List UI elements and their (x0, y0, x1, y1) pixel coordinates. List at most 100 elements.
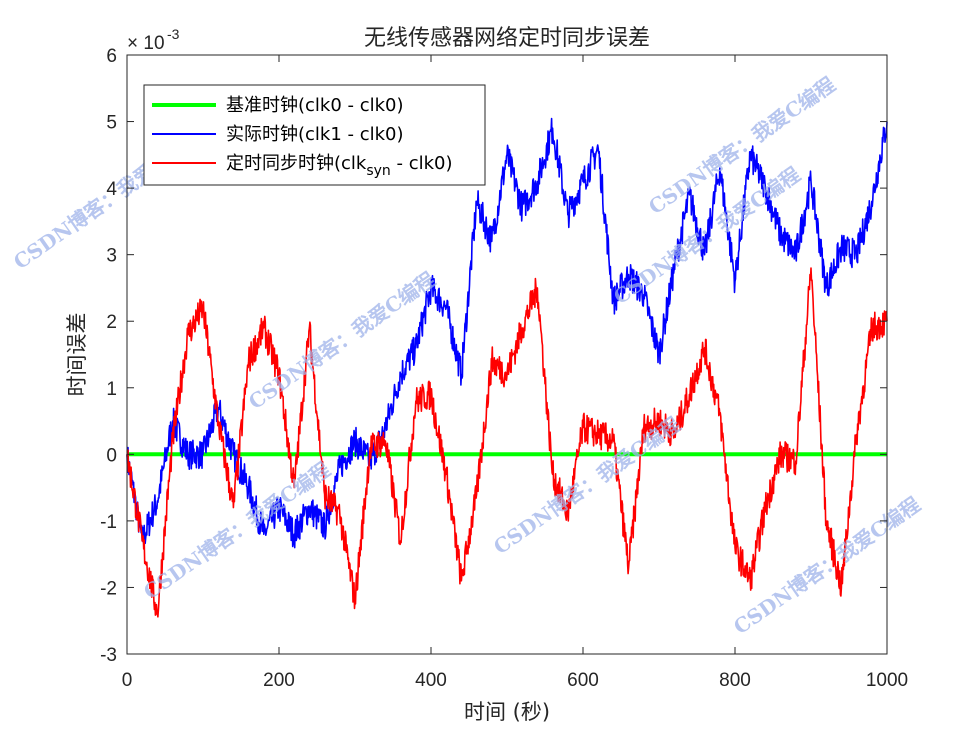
series-3-point (232, 506, 234, 508)
series-3-point (779, 453, 781, 455)
series-3-point (506, 373, 508, 375)
y-tick-label: 6 (106, 46, 117, 67)
series-3-point (855, 433, 857, 435)
series-3-point (354, 600, 356, 602)
series-3-point (688, 393, 690, 395)
series-3-point (551, 473, 553, 475)
series-1-point (247, 453, 249, 455)
series-1-point (156, 453, 158, 455)
y-axis-exponent: × 10 -3 (127, 26, 180, 54)
series-3-point (156, 613, 158, 615)
series-2-point (232, 453, 234, 455)
series-3-point (627, 566, 629, 568)
series-1-point (749, 453, 751, 455)
series-3-point (764, 506, 766, 508)
y-axis-title: 时间误差 (65, 313, 89, 397)
series-1-point (521, 453, 523, 455)
series-3-point (430, 393, 432, 395)
y-tick-label: 4 (106, 179, 117, 200)
series-1-point (764, 453, 766, 455)
series-1-point (308, 453, 310, 455)
series-1-point (734, 453, 736, 455)
series-1-point (536, 453, 538, 455)
series-1-point (430, 453, 432, 455)
series-3-point (871, 327, 873, 329)
series-1-point (460, 453, 462, 455)
y-tick-label: 5 (106, 113, 117, 134)
chart-title: 无线传感器网络定时同步误差 (364, 26, 650, 51)
series-1-point (810, 453, 812, 455)
y-exponent-power: -3 (167, 26, 180, 42)
series-1-point (658, 453, 660, 455)
series-2-point (202, 453, 204, 455)
series-1-point (141, 453, 143, 455)
series-2-point (536, 180, 538, 182)
series-2-point (825, 287, 827, 289)
series-2-point (156, 500, 158, 502)
series-2-point (263, 533, 265, 535)
series-3-point (521, 327, 523, 329)
series-3-point (643, 427, 645, 429)
series-2-point (810, 180, 812, 182)
series-2-point (582, 180, 584, 182)
series-2-point (855, 253, 857, 255)
series-line-2 (126, 117, 888, 549)
series-1-point (217, 453, 219, 455)
series-3-point (475, 493, 477, 495)
series-1-point (323, 453, 325, 455)
x-tick-label: 1000 (866, 670, 908, 691)
y-tick-label: 2 (106, 312, 117, 333)
series-1-point (567, 453, 569, 455)
x-tick-label: 200 (263, 670, 295, 691)
series-2-point (871, 200, 873, 202)
series-3-point (384, 440, 386, 442)
series-3-point (460, 580, 462, 582)
series-2-point (399, 373, 401, 375)
series-1-point (415, 453, 417, 455)
series-2-point (612, 300, 614, 302)
series-3-point (308, 327, 310, 329)
series-3-point (202, 307, 204, 309)
x-tick-label: 600 (567, 670, 599, 691)
series-2-point (187, 453, 189, 455)
series-2-point (491, 240, 493, 242)
series-2-point (521, 207, 523, 209)
series-2-point (339, 466, 341, 468)
series-3-point (795, 460, 797, 462)
x-axis-title: 时间 (秒) (464, 700, 550, 724)
series-2-point (597, 147, 599, 149)
series-3-point (597, 433, 599, 435)
series-2-point (567, 214, 569, 216)
y-tick-label: 0 (106, 445, 117, 466)
series-1-point (825, 453, 827, 455)
y-tick-label: -2 (100, 578, 117, 599)
y-tick-label: -3 (100, 645, 117, 666)
tick-layer: 0 200 400 600 800 1000 6 5 4 3 2 1 0 -1 -2 -3 (100, 46, 908, 691)
series-3-point (825, 520, 827, 522)
series-1-point (703, 453, 705, 455)
series-3-point (339, 513, 341, 515)
series-3-point (734, 546, 736, 548)
series-2-point (779, 234, 781, 236)
series-3-point (323, 493, 325, 495)
series-3-point (369, 446, 371, 448)
series-2-point (734, 280, 736, 282)
series-1-point (719, 453, 721, 455)
series-2-point (703, 253, 705, 255)
legend-label-2: 实际时钟(clk1 - clk0) (226, 124, 404, 145)
series-3-point (247, 360, 249, 362)
series-layer (126, 117, 888, 618)
y-exponent-base: × 10 (127, 33, 165, 54)
series-1-point (263, 453, 265, 455)
series-2-point (308, 506, 310, 508)
series-2-point (247, 486, 249, 488)
series-2-point (658, 353, 660, 355)
series-3-point (840, 586, 842, 588)
series-3-point (612, 440, 614, 442)
legend-label-3: 定时同步时钟(clksyn - clk0) (226, 153, 453, 179)
series-1-point (688, 453, 690, 455)
series-1-point (840, 453, 842, 455)
series-3-point (445, 473, 447, 475)
series-1-point (491, 453, 493, 455)
series-2-point (354, 440, 356, 442)
